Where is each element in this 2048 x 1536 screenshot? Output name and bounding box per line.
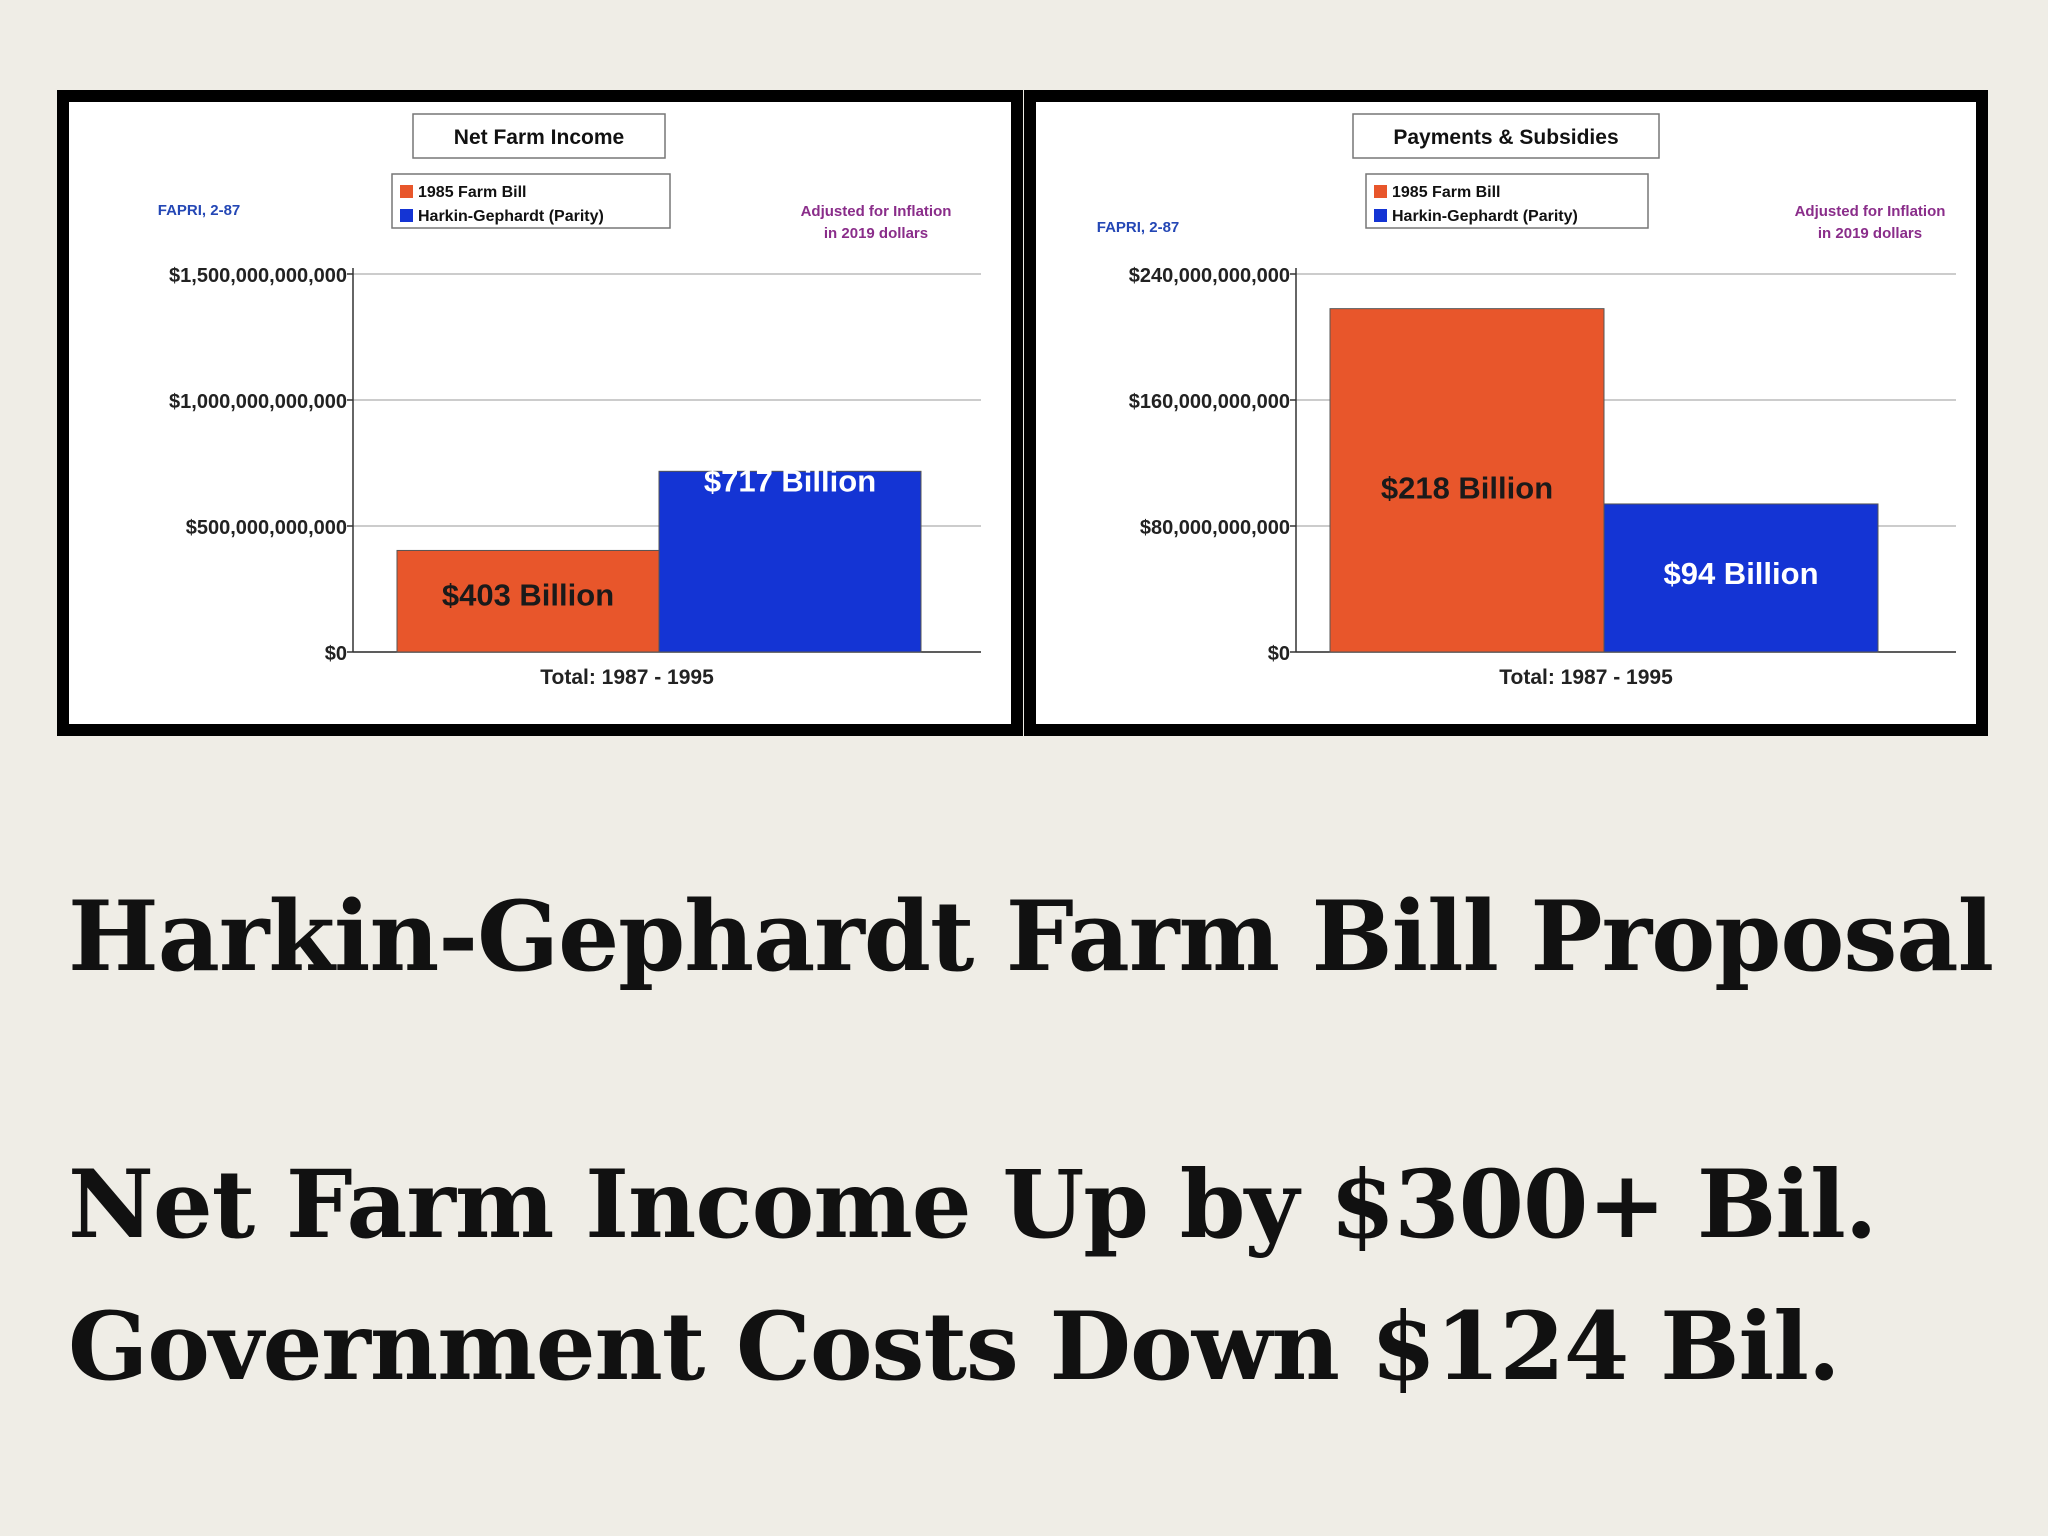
y-tick-label: $0 (1268, 643, 1290, 665)
bar-value-label: $94 Billion (1663, 556, 1818, 591)
x-axis-label: Total: 1987 - 1995 (540, 666, 714, 689)
legend-swatch (1374, 209, 1387, 222)
net-farm-income-chart-frame: $0 $500,000,000,000 $1,000,000,000,000 $1,5… (57, 90, 1023, 736)
legend-label: Harkin-Gephardt (Parity) (1392, 208, 1578, 225)
y-tick-label: $0 (325, 643, 347, 665)
legend-label: 1985 Farm Bill (1392, 184, 1501, 201)
slide-title: Harkin-Gephardt Farm Bill Proposal (68, 880, 1994, 993)
legend-swatch (400, 209, 413, 222)
chart-title-box (1352, 113, 1660, 159)
net-farm-income-chart-panel: $0 $500,000,000,000 $1,000,000,000,000 $1,5… (69, 102, 1011, 724)
legend-label: Harkin-Gephardt (Parity) (418, 208, 604, 225)
bar-value-label: $218 Billion (1381, 471, 1553, 506)
legend-swatch (1374, 185, 1387, 198)
inflation-note: Adjusted for Inflation (801, 203, 952, 220)
y-tick-label: $1,500,000,000,000 (169, 265, 347, 287)
cost-summary-line: Government Costs Down $124 Bil. (68, 1292, 1841, 1402)
legend-box (391, 173, 671, 229)
income-summary-line: Net Farm Income Up by $300+ Bil. (68, 1150, 1878, 1260)
y-tick-label: $500,000,000,000 (186, 517, 347, 539)
inflation-note: in 2019 dollars (1818, 225, 1922, 242)
chart-title: Payments & Subsidies (1393, 126, 1618, 149)
bar-harkin-gephardt (1603, 503, 1879, 653)
source-note: FAPRI, 2-87 (158, 202, 241, 219)
legend-swatch (400, 185, 413, 198)
y-tick-label: $80,000,000,000 (1140, 517, 1290, 539)
bar-value-label: $717 Billion (704, 463, 876, 498)
payments-subsidies-chart-panel: $0 $80,000,000,000 $160,000,000,000 $240,00… (1036, 102, 1976, 724)
payments-subsidies-chart-frame: $0 $80,000,000,000 $160,000,000,000 $240,00… (1024, 90, 1988, 736)
inflation-note: Adjusted for Inflation (1795, 203, 1946, 220)
source-note: FAPRI, 2-87 (1097, 219, 1180, 236)
bar-harkin-gephardt (658, 470, 922, 653)
legend-box (1365, 173, 1649, 229)
bar-value-label: $403 Billion (442, 577, 614, 612)
net-farm-income-chart: $0 $500,000,000,000 $1,000,000,000,000 $1,5… (158, 113, 981, 689)
y-tick-label: $240,000,000,000 (1129, 265, 1290, 287)
x-axis-label: Total: 1987 - 1995 (1499, 666, 1673, 689)
y-tick-label: $160,000,000,000 (1129, 391, 1290, 413)
chart-title-box (412, 113, 666, 159)
bar-1985-farm-bill (396, 549, 660, 653)
legend-label: 1985 Farm Bill (418, 184, 527, 201)
chart-title: Net Farm Income (454, 126, 624, 149)
bar-1985-farm-bill (1329, 308, 1605, 653)
inflation-note: in 2019 dollars (824, 225, 928, 242)
y-tick-label: $1,000,000,000,000 (169, 391, 347, 413)
payments-subsidies-chart: $0 $80,000,000,000 $160,000,000,000 $240,00… (1097, 113, 1956, 689)
